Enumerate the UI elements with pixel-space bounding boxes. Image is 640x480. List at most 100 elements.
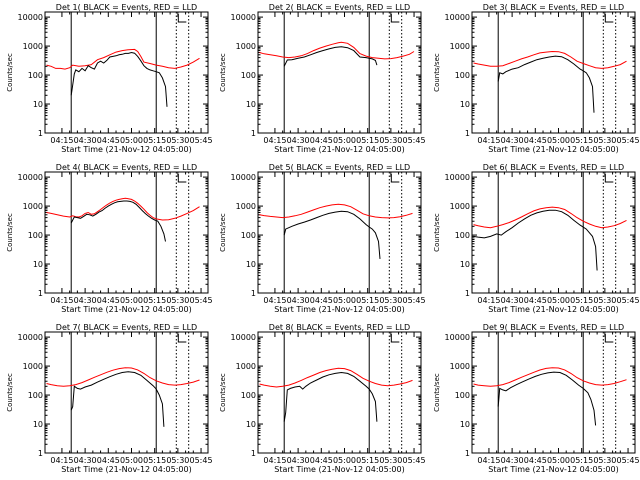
series-events-line <box>70 371 165 427</box>
panel-title: Det 7( BLACK = Events, RED = LLD <box>56 323 197 332</box>
y-tick-label: 1000 <box>236 202 256 211</box>
series-lld-line <box>259 203 413 219</box>
bracket-marker <box>390 334 400 343</box>
x-tick-label: 05:30 <box>593 456 616 465</box>
x-tick-label: 04:15 <box>50 296 73 305</box>
y-tick-label: 1 <box>465 289 470 298</box>
x-tick-label: 05:15 <box>143 456 166 465</box>
series-events-line <box>283 210 381 259</box>
y-tick-label: 10 <box>246 260 256 269</box>
x-tick-label: 05:15 <box>570 456 593 465</box>
x-tick-label: 04:15 <box>477 136 500 145</box>
x-tick-label: 05:15 <box>143 296 166 305</box>
series-lld-line <box>473 50 627 69</box>
y-tick-label: 1 <box>251 129 256 138</box>
panel-det-3: Det 3( BLACK = Events, RED = LLD 1 10 100 10… <box>433 3 640 154</box>
x-tick-label: 05:15 <box>356 136 379 145</box>
x-tick-label: 05:15 <box>143 136 166 145</box>
plot-frame <box>471 171 636 294</box>
bracket-marker <box>177 174 187 183</box>
x-tick-label: 05:30 <box>166 296 189 305</box>
x-tick-label: 04:30 <box>287 456 310 465</box>
series-events-line <box>497 371 597 426</box>
x-tick-label: 04:30 <box>74 456 97 465</box>
x-axis-label: Start Time (21-Nov-12 04:05:00) <box>61 145 191 154</box>
bracket-marker <box>604 14 614 23</box>
panel-title: Det 6( BLACK = Events, RED = LLD <box>483 163 624 172</box>
x-axis-label: Start Time (21-Nov-12 04:05:00) <box>274 465 404 474</box>
bracket-marker <box>604 174 614 183</box>
x-tick-label: 04:30 <box>287 136 310 145</box>
panel-det-4: Det 4( BLACK = Events, RED = LLD 1 10 100 10… <box>6 163 213 314</box>
x-tick-label: 04:45 <box>524 136 547 145</box>
series-lld-line <box>46 367 200 387</box>
x-tick-label: 05:45 <box>190 136 213 145</box>
x-tick-label: 05:15 <box>356 296 379 305</box>
y-tick-label: 1 <box>465 449 470 458</box>
x-axis-label: Start Time (21-Nov-12 04:05:00) <box>488 305 618 314</box>
panel-title: Det 9( BLACK = Events, RED = LLD <box>483 323 624 332</box>
y-tick-label: 1 <box>251 289 256 298</box>
x-tick-label: 04:30 <box>74 136 97 145</box>
y-tick-label: 1 <box>38 449 43 458</box>
panel-det-6: Det 6( BLACK = Events, RED = LLD 1 10 100 10… <box>433 163 640 314</box>
y-tick-label: 100 <box>28 231 43 240</box>
plot-frame <box>257 171 422 294</box>
y-tick-label: 10000 <box>18 173 43 182</box>
x-tick-label: 05:00 <box>120 136 143 145</box>
y-tick-label: 1 <box>38 129 43 138</box>
x-tick-label: 04:45 <box>524 296 547 305</box>
x-tick-label: 05:00 <box>120 296 143 305</box>
y-axis-label: Counts/sec <box>433 373 441 412</box>
y-tick-label: 1000 <box>450 202 470 211</box>
y-tick-label: 100 <box>241 391 256 400</box>
x-axis-label: Start Time (21-Nov-12 04:05:00) <box>61 305 191 314</box>
x-tick-label: 04:15 <box>263 456 286 465</box>
x-tick-label: 05:30 <box>379 456 402 465</box>
y-tick-label: 10000 <box>445 13 470 22</box>
panel-det-8: Det 8( BLACK = Events, RED = LLD 1 10 100 10… <box>219 323 426 474</box>
series-events-line <box>70 51 168 107</box>
x-tick-label: 05:45 <box>403 456 426 465</box>
y-axis-label: Counts/sec <box>6 53 14 92</box>
series-lld-line <box>473 206 627 229</box>
y-tick-label: 1000 <box>236 42 256 51</box>
y-tick-label: 10000 <box>18 333 43 342</box>
x-tick-label: 04:45 <box>310 136 333 145</box>
x-tick-label: 05:30 <box>593 296 616 305</box>
plot-frame <box>257 11 422 134</box>
panel-title: Det 2( BLACK = Events, RED = LLD <box>269 3 410 12</box>
x-tick-label: 05:15 <box>570 136 593 145</box>
panel-title: Det 5( BLACK = Events, RED = LLD <box>269 163 410 172</box>
x-tick-label: 05:45 <box>617 136 640 145</box>
y-tick-label: 1000 <box>23 42 43 51</box>
series-lld-line <box>46 197 200 221</box>
panel-det-1: Det 1( BLACK = Events, RED = LLD 1 10 100 10… <box>6 3 213 154</box>
y-tick-label: 10000 <box>18 13 43 22</box>
y-tick-label: 100 <box>455 391 470 400</box>
x-tick-label: 05:45 <box>617 296 640 305</box>
y-tick-label: 1000 <box>236 362 256 371</box>
x-tick-label: 04:15 <box>477 456 500 465</box>
x-tick-label: 05:30 <box>166 456 189 465</box>
bracket-marker <box>390 14 400 23</box>
x-tick-label: 04:30 <box>287 296 310 305</box>
x-tick-label: 05:45 <box>403 136 426 145</box>
y-tick-label: 1 <box>465 129 470 138</box>
panel-det-2: Det 2( BLACK = Events, RED = LLD 1 10 100 10… <box>219 3 426 154</box>
x-tick-label: 05:00 <box>333 296 356 305</box>
series-events-line <box>70 200 166 242</box>
panel-det-9: Det 9( BLACK = Events, RED = LLD 1 10 100 10… <box>433 323 640 474</box>
series-events-line <box>473 209 598 271</box>
y-tick-label: 10 <box>246 420 256 429</box>
y-tick-label: 10 <box>460 260 470 269</box>
x-tick-label: 05:45 <box>617 456 640 465</box>
y-tick-label: 1000 <box>23 362 43 371</box>
x-tick-label: 05:45 <box>190 456 213 465</box>
x-tick-label: 05:30 <box>593 136 616 145</box>
x-tick-label: 04:30 <box>501 136 524 145</box>
x-tick-label: 04:45 <box>97 136 120 145</box>
y-tick-label: 1000 <box>450 42 470 51</box>
y-axis-label: Counts/sec <box>433 213 441 252</box>
x-tick-label: 05:30 <box>379 296 402 305</box>
